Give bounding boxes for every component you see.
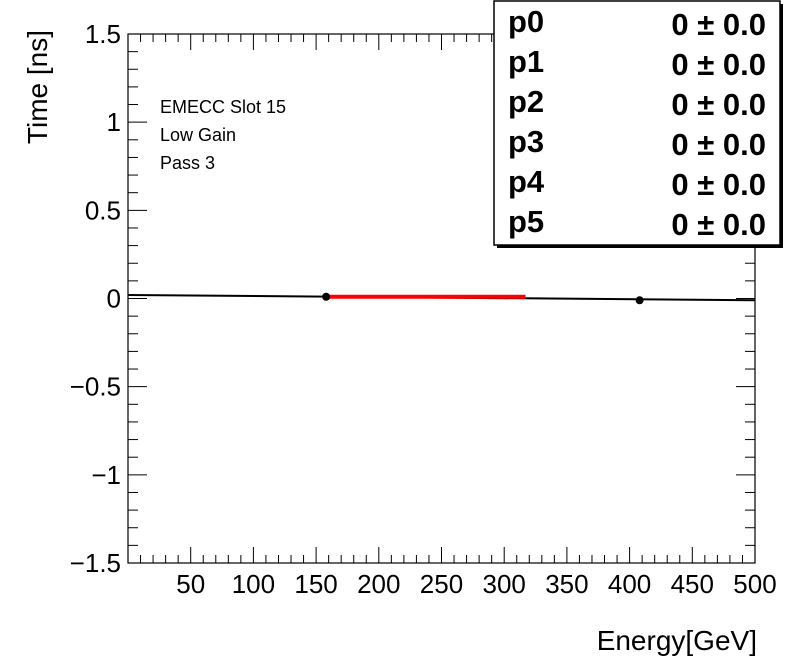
x-tick-label: 200 <box>357 569 400 599</box>
stat-param-value: 0 ± 0.0 <box>671 207 766 242</box>
annotation-text: EMECC Slot 15 <box>160 97 286 117</box>
y-tick-label: −1.5 <box>70 548 121 578</box>
x-tick-label: 500 <box>733 569 776 599</box>
y-tick-label: −0.5 <box>70 372 121 402</box>
y-tick-label: 0.5 <box>85 195 121 225</box>
y-tick-label: 1 <box>107 107 121 137</box>
plot-lines <box>127 293 756 302</box>
x-tick-label: 150 <box>294 569 337 599</box>
stat-param-value: 0 ± 0.0 <box>671 47 766 82</box>
data-point <box>322 292 331 301</box>
annotations: EMECC Slot 15 Low Gain Pass 3 <box>160 97 286 173</box>
stat-param-value: 0 ± 0.0 <box>671 127 766 162</box>
stat-param-value: 0 ± 0.0 <box>671 167 766 202</box>
x-tick-label: 100 <box>232 569 275 599</box>
stat-param-name: p4 <box>508 164 545 199</box>
fit-stats-box: p0 0 ± 0.0 p1 0 ± 0.0 p2 0 ± 0.0 p3 0 ± 0.0 p4 0 … <box>493 0 783 248</box>
stat-param-value: 0 ± 0.0 <box>671 87 766 122</box>
data-points <box>322 292 644 305</box>
x-axis-title: Energy[GeV] <box>597 625 757 656</box>
stat-param-value: 0 ± 0.0 <box>671 7 766 42</box>
annotation-text: Pass 3 <box>160 153 215 173</box>
stat-param-name: p2 <box>508 84 544 119</box>
x-tick-label: 350 <box>545 569 588 599</box>
x-tick-label: 50 <box>176 569 205 599</box>
y-tick-label: 0 <box>107 284 121 314</box>
y-tick-label: 1.5 <box>85 19 121 49</box>
y-axis-title: Time [ns] <box>22 30 53 144</box>
stat-param-name: p1 <box>508 44 544 79</box>
annotation-text: Low Gain <box>160 125 236 145</box>
x-tick-label: 450 <box>671 569 714 599</box>
axis-ticks <box>128 33 756 564</box>
x-tick-label: 300 <box>483 569 526 599</box>
stat-param-name: p0 <box>508 4 544 39</box>
stat-param-name: p5 <box>508 204 544 239</box>
y-tick-label: −1 <box>91 460 121 490</box>
x-tick-label: 250 <box>420 569 463 599</box>
axis-tick-labels: 50 100 150 200 250 300 350 400 450 500 −1.5 −1 −0.5 0… <box>70 19 777 599</box>
x-tick-label: 400 <box>608 569 651 599</box>
stats-box <box>493 0 781 246</box>
data-point <box>635 296 644 305</box>
stat-param-name: p3 <box>508 124 544 159</box>
